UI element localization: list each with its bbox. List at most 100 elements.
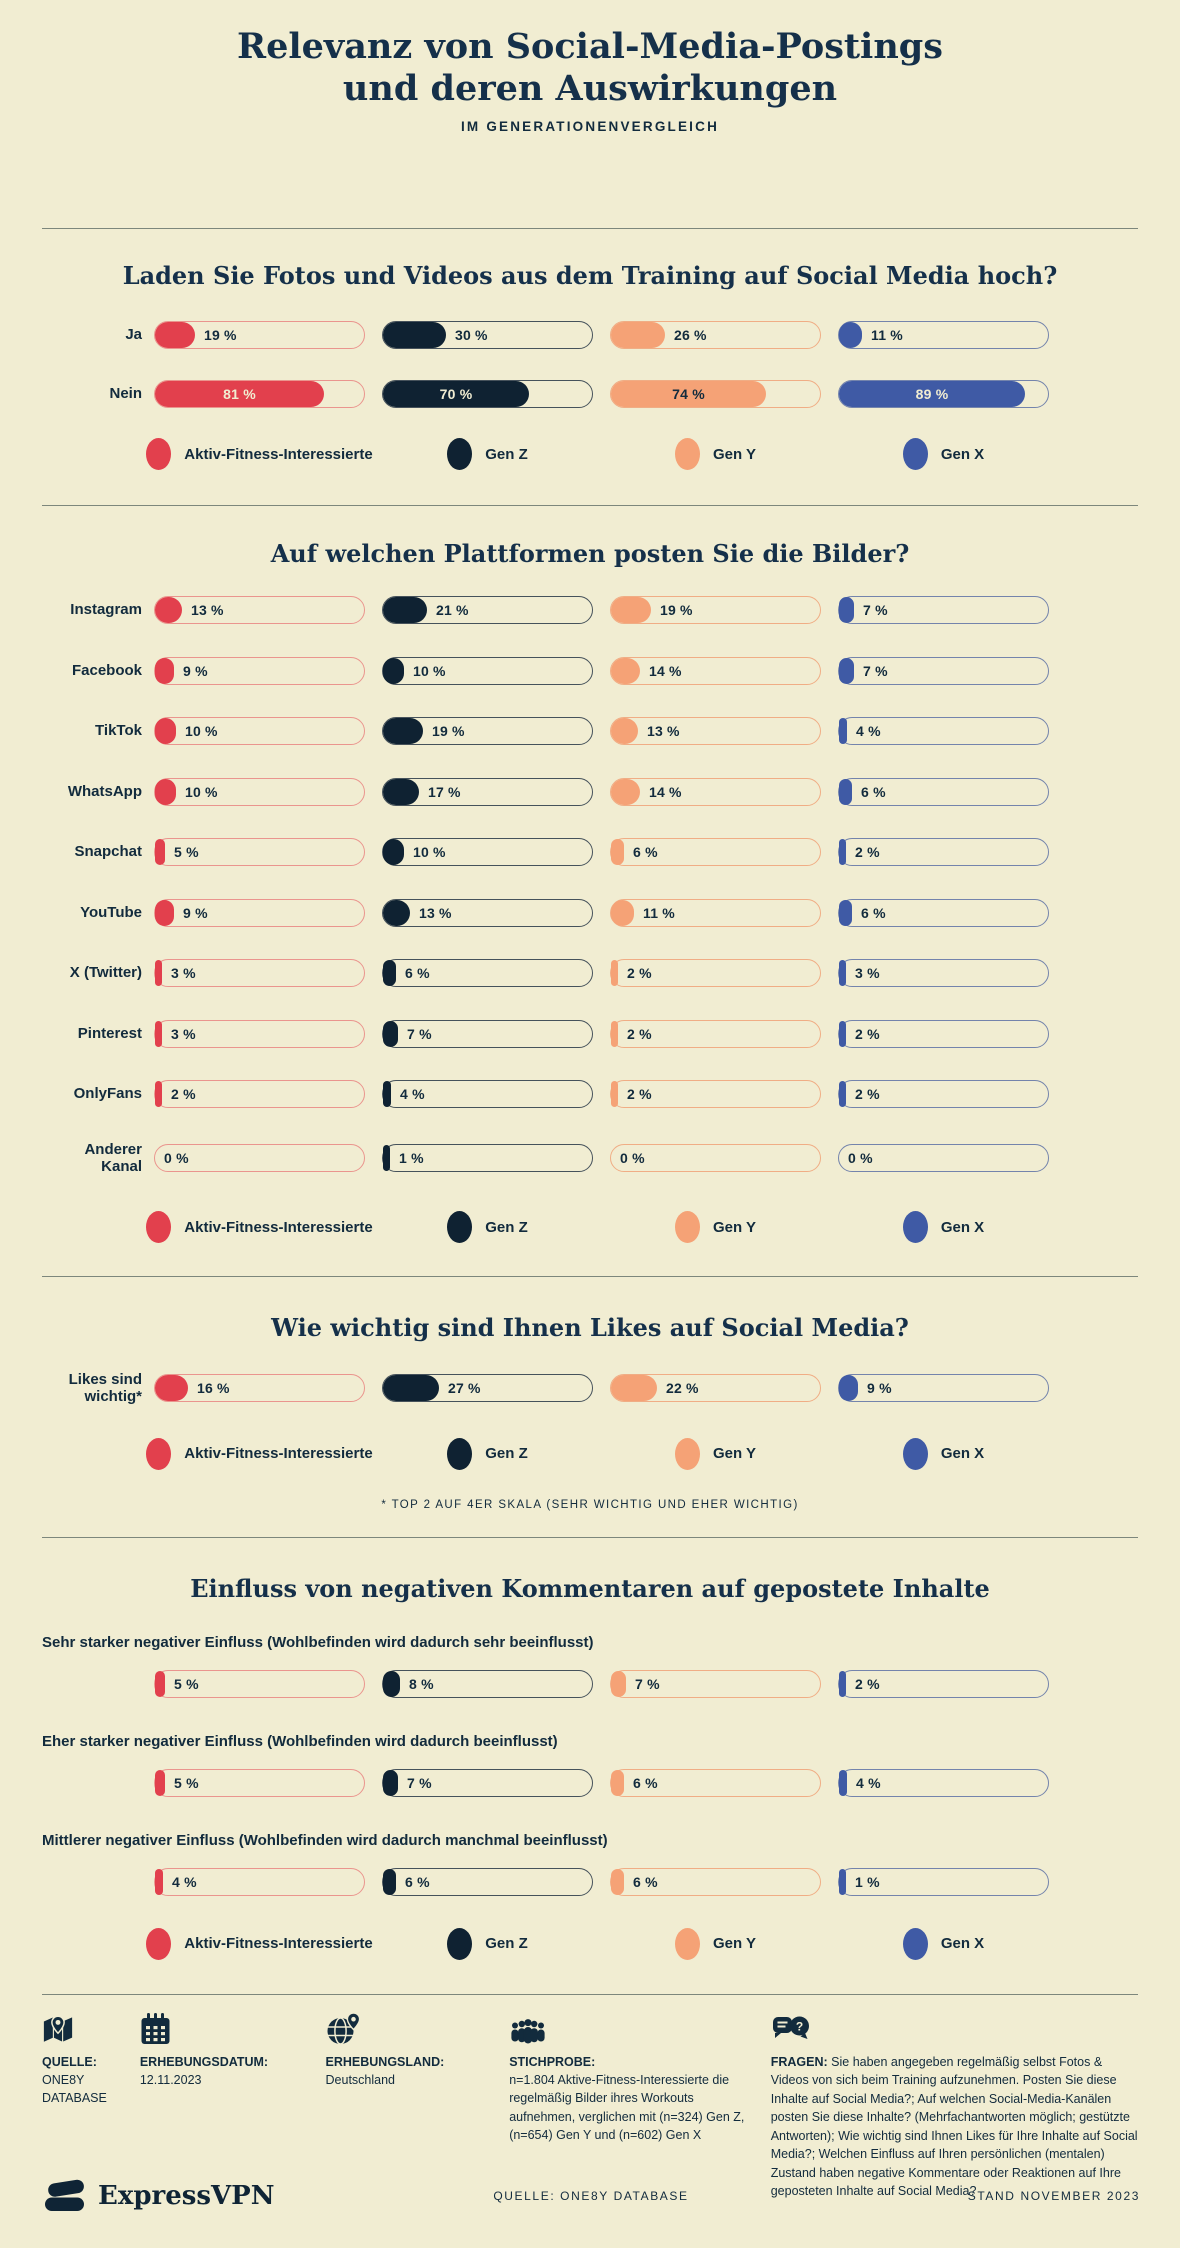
meta-label: FRAGEN: xyxy=(770,2054,828,2069)
bar-fill xyxy=(839,1868,846,1895)
legend-item-afi: Aktiv-Fitness-Interessierte xyxy=(146,438,373,470)
map-pin-icon xyxy=(42,2011,126,2045)
bar-genx: 2 % xyxy=(838,1669,1049,1698)
bar-genz: 10 % xyxy=(382,656,593,685)
bar-afi: 0 % xyxy=(154,1143,365,1172)
category-label: WhatsApp xyxy=(67,782,142,800)
bar-value-label: 0 % xyxy=(164,1149,189,1166)
legend-item-geny: Gen Y xyxy=(674,1927,757,1960)
bar-value-label: 4 % xyxy=(856,723,881,739)
bar-genz: 6 % xyxy=(382,1867,593,1896)
bar-fill xyxy=(155,839,165,865)
bar-value-label: 5 % xyxy=(174,1675,199,1692)
bar-fill xyxy=(839,960,846,986)
bar-value-label: 7 % xyxy=(407,1025,432,1042)
section-title: Auf welchen Plattformen posten Sie die B… xyxy=(270,539,910,568)
legend: Aktiv-Fitness-Interessierte Gen Z Gen Y Gen… xyxy=(146,1927,1138,1960)
bar-group: 2 % 4 % 2 % 2 % xyxy=(154,1080,1049,1108)
bar-value-label: 3 % xyxy=(855,965,880,981)
bar-fill xyxy=(155,899,174,926)
bar-value-label: 13 % xyxy=(647,723,680,739)
bar-value-label: 6 % xyxy=(861,904,886,921)
bar-genz: 6 % xyxy=(382,959,593,987)
bar-geny: 26 % xyxy=(610,321,821,349)
bar-geny: 14 % xyxy=(610,656,821,685)
bar-geny: 2 % xyxy=(610,959,821,987)
bar-fill xyxy=(611,1670,626,1697)
bar-fill xyxy=(155,1868,163,1895)
bar-afi: 4 % xyxy=(154,1867,365,1896)
bar-value-label: 2 % xyxy=(627,1086,652,1102)
legend-label: Gen X xyxy=(940,1935,985,1952)
legend-item-geny: Gen Y xyxy=(674,1211,757,1243)
legend-item-afi: Aktiv-Fitness-Interessierte xyxy=(146,1211,373,1243)
bar-fill xyxy=(839,1020,846,1047)
category-label: Anderer Kanal xyxy=(84,1140,142,1175)
expressvpn-logo-icon xyxy=(42,2175,88,2217)
bar-afi: 5 % xyxy=(154,1768,365,1797)
legend-label: Gen Z xyxy=(485,1935,528,1952)
section-title: Laden Sie Fotos und Videos aus dem Train… xyxy=(122,261,1058,290)
bar-value-label: 9 % xyxy=(183,904,208,921)
divider xyxy=(42,1993,1138,1995)
bar-fill xyxy=(611,322,665,348)
bar-fill xyxy=(383,1868,396,1895)
section-title: Wie wichtig sind Ihnen Likes auf Social … xyxy=(271,1313,909,1342)
bar-geny: 74 % xyxy=(610,380,821,408)
globe-pin-icon xyxy=(326,2011,496,2045)
bar-geny: 22 % xyxy=(610,1374,821,1403)
bar-value-label: 16 % xyxy=(197,1380,230,1397)
bar-genx: 3 % xyxy=(838,959,1049,987)
bar-afi: 13 % xyxy=(154,596,365,624)
bar-geny: 2 % xyxy=(610,1080,821,1108)
legend-label: Gen Y xyxy=(712,1935,757,1952)
bar-value-label: 4 % xyxy=(400,1086,425,1102)
meta-questions: ? FRAGEN: Sie haben angegeben regelmäßig… xyxy=(771,2011,1138,2201)
meta-value: Deutschland xyxy=(325,2072,396,2087)
chart-rows: Instagram 13 % 21 % 19 % 7 % Facebook 9 % 10 % 1… xyxy=(42,596,1138,1175)
chart-row: 5 % 8 % 7 % 2 % xyxy=(154,1669,1138,1698)
calendar-icon xyxy=(140,2011,312,2045)
bar-fill xyxy=(839,1375,858,1402)
bar-value-label: 5 % xyxy=(174,844,199,860)
chart-row: WhatsApp 10 % 17 % 14 % 6 % xyxy=(42,777,1138,806)
bar-fill xyxy=(611,597,651,623)
meta-value: n=1.804 Aktive-Fitness-Interessierte die… xyxy=(509,2072,745,2143)
legend-label: Gen Y xyxy=(712,1218,757,1236)
legend-label: Gen Z xyxy=(485,445,528,463)
bar-genz: 17 % xyxy=(382,777,593,806)
bar-value-label: 7 % xyxy=(863,662,888,679)
bar-geny: 0 % xyxy=(610,1143,821,1172)
bar-genx: 1 % xyxy=(838,1867,1049,1896)
bar-fill xyxy=(155,1769,165,1796)
footer-meta: QUELLE: ONE8Y DATABASE ERHEBUNGSDATUM: xyxy=(42,2011,1138,2201)
legend-dot-icon xyxy=(146,1927,172,1960)
bar-value-label: 6 % xyxy=(633,844,658,860)
bar-fill xyxy=(839,718,847,744)
bar-fill xyxy=(383,1769,398,1796)
bar-value-label: 74 % xyxy=(672,386,705,402)
bar-value-label: 26 % xyxy=(674,327,707,343)
category-label: Eher starker negativer Einfluss (Wohlbef… xyxy=(42,1732,558,1750)
bar-fill xyxy=(611,1868,624,1895)
bar-fill xyxy=(839,381,1025,407)
category-label: Mittlerer negativer Einfluss (Wohlbefind… xyxy=(42,1831,608,1849)
bar-genx: 2 % xyxy=(838,1080,1049,1108)
category-label: OnlyFans xyxy=(73,1085,142,1103)
bar-fill xyxy=(611,657,640,684)
legend-label: Aktiv-Fitness-Interessierte xyxy=(184,1445,373,1462)
bar-geny: 6 % xyxy=(610,838,821,866)
chart-row: Snapchat 5 % 10 % 6 % 2 % xyxy=(42,838,1138,866)
bar-genz: 1 % xyxy=(382,1143,593,1172)
bar-value-label: 6 % xyxy=(633,1774,658,1791)
bar-group: 19 % 30 % 26 % 11 % xyxy=(154,321,1049,349)
bar-fill xyxy=(839,657,854,684)
legend-dot-icon xyxy=(447,1211,473,1243)
legend-label: Gen Z xyxy=(485,1218,528,1236)
bar-fill xyxy=(611,1020,618,1047)
legend-dot-icon xyxy=(902,1211,928,1243)
bar-genz: 7 % xyxy=(382,1019,593,1048)
bar-value-label: 7 % xyxy=(407,1774,432,1791)
question-bubbles-icon: ? xyxy=(771,2011,1138,2045)
bar-afi: 81 % xyxy=(154,380,365,408)
